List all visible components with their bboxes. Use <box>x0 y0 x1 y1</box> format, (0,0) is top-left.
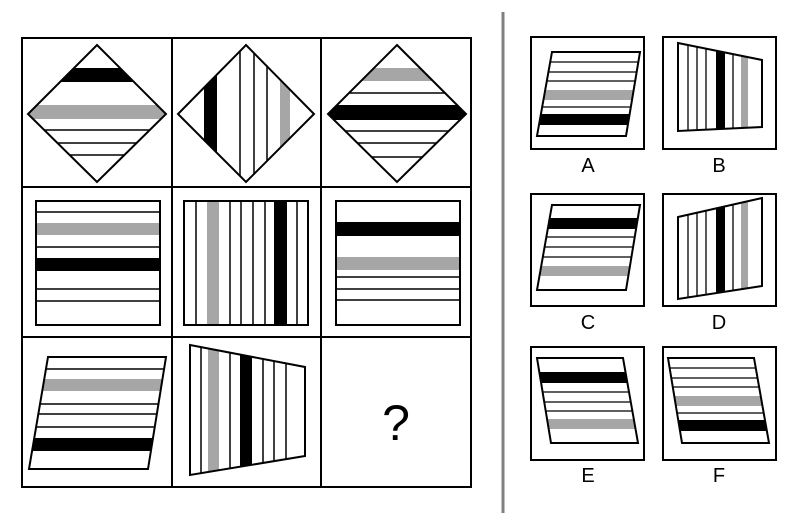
trapezoid-shape <box>189 343 306 477</box>
option-f[interactable]: F <box>662 346 777 487</box>
option-label-f: F <box>713 465 725 487</box>
puzzle-grid: ? <box>21 37 472 488</box>
option-c[interactable]: C <box>530 193 645 334</box>
diamond-shape <box>176 43 316 184</box>
option-label-c: C <box>581 312 595 334</box>
cell-3-1 <box>27 356 168 470</box>
option-b[interactable]: B <box>662 36 777 177</box>
option-a[interactable]: A <box>530 36 645 177</box>
option-label-b: B <box>712 155 725 177</box>
cell-2-2 <box>183 200 309 326</box>
parallelogram-shape <box>27 356 168 470</box>
square-shape <box>183 200 309 326</box>
square-shape <box>35 200 161 326</box>
cell-3-3: ? <box>382 395 410 451</box>
diamond-shape <box>326 43 468 184</box>
option-d[interactable]: D <box>662 193 777 334</box>
square-shape <box>335 200 461 326</box>
option-label-d: D <box>712 312 726 334</box>
cell-2-3 <box>335 200 461 326</box>
cell-3-2 <box>189 343 306 477</box>
option-e[interactable]: E <box>530 346 645 487</box>
cell-2-1 <box>35 200 161 326</box>
diamond-shape <box>26 43 168 184</box>
question-mark: ? <box>382 395 410 451</box>
option-label-e: E <box>581 465 594 487</box>
option-label-a: A <box>581 155 595 177</box>
